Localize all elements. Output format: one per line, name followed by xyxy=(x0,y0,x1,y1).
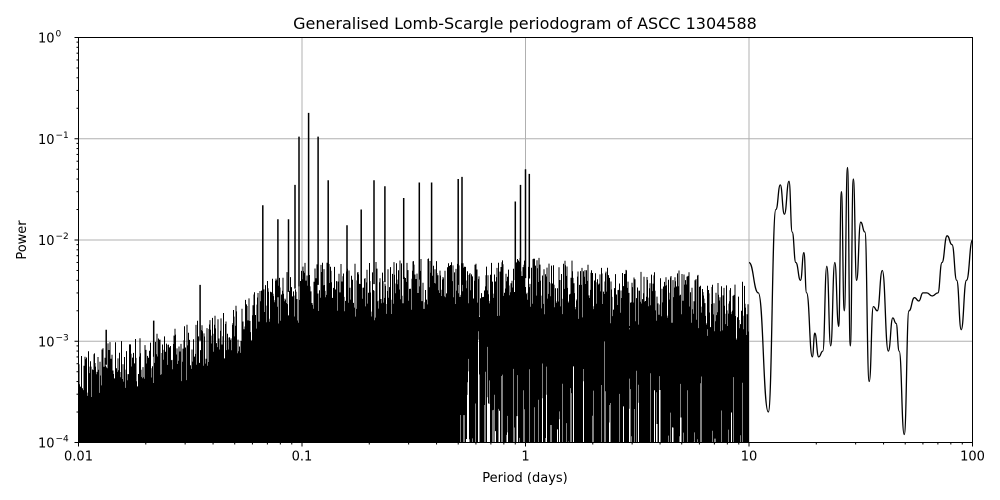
x-tick-label: 0.01 xyxy=(64,450,93,465)
y-tick-exponent: −2 xyxy=(56,232,69,242)
y-tick-exponent: −4 xyxy=(56,435,70,445)
y-tick-label: 10 xyxy=(38,32,55,47)
y-tick-label: 10 xyxy=(38,437,55,452)
x-tick-label: 1 xyxy=(521,450,529,465)
y-tick-exponent: 0 xyxy=(56,30,62,40)
y-tick-label: 10 xyxy=(38,335,55,350)
x-tick-label: 100 xyxy=(960,450,985,465)
long-period-curve xyxy=(748,166,974,436)
noise-forest xyxy=(78,257,749,443)
y-tick-label: 10 xyxy=(38,133,55,148)
y-tick-exponent: −3 xyxy=(56,333,69,343)
y-tick-exponent: −1 xyxy=(56,131,69,141)
x-axis-ticks: 0.01 0.1 1 10 100 xyxy=(64,442,985,465)
periodogram-peaks xyxy=(105,112,531,365)
x-tick-label: 0.1 xyxy=(292,450,313,465)
chart-title: Generalised Lomb-Scargle periodogram of … xyxy=(293,14,757,33)
y-tick-label: 10 xyxy=(38,234,55,249)
x-axis-label: Period (days) xyxy=(482,471,568,486)
x-tick-label: 10 xyxy=(741,450,758,465)
y-axis-label: Power xyxy=(15,220,30,260)
